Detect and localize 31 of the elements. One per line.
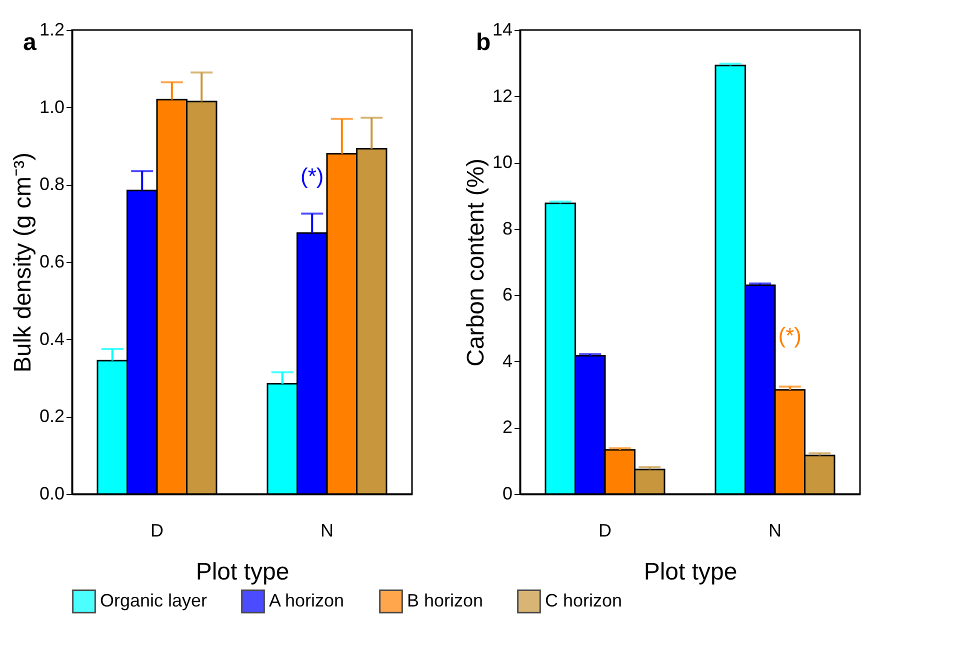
x-tick-label: N [768,520,782,540]
legend-label: C horizon [545,590,622,610]
x-axis-title: Plot type [644,558,738,586]
y-tick-label: 8 [502,218,512,238]
x-tick-label: D [598,520,612,540]
x-tick-label: N [320,520,334,540]
y-tick-label: 0.0 [39,484,64,504]
annotation: (*) [778,323,802,348]
y-tick-label: 1.2 [39,20,64,40]
y-tick-label: 0.4 [39,328,64,349]
y-tick-label: 0.8 [39,174,64,194]
y-axis-title: Carbon content (%) [462,158,490,367]
y-tick-label: 10 [492,152,512,172]
y-tick-label: 14 [492,20,512,40]
y-tick-label: 0.6 [39,252,64,272]
y-tick-label: 1.0 [39,96,64,117]
legend-label: B horizon [407,590,484,610]
y-tick-label: 4 [502,350,512,371]
x-tick-label: D [150,520,164,540]
annotation: (*) [300,164,324,189]
y-tick-label: 0 [502,484,512,504]
y-tick-label: 6 [502,284,512,305]
chart-title: b [476,29,491,56]
y-tick-label: 12 [492,86,512,106]
legend-label: Organic layer [100,590,208,610]
x-axis-title: Plot type [196,558,290,586]
chart-title: a [22,29,37,56]
y-axis-title: Bulk density (g cm⁻³) [9,152,36,373]
y-tick-label: 0.2 [39,406,64,426]
legend-label: A horizon [269,590,344,610]
y-tick-label: 2 [502,417,512,438]
